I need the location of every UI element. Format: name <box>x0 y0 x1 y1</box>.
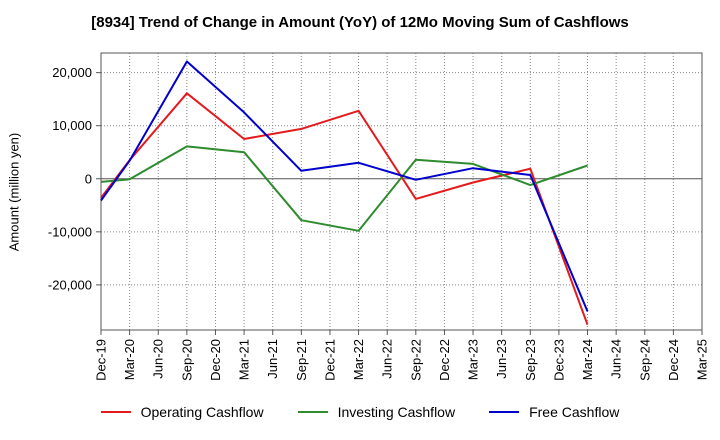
x-tick-label: Jun-21 <box>265 339 280 379</box>
y-tick-label: 0 <box>85 171 92 186</box>
legend-label-free: Free Cashflow <box>529 404 620 420</box>
x-tick-label: Jun-24 <box>609 339 624 379</box>
x-tick-label: Jun-22 <box>380 339 395 379</box>
x-tick-label: Dec-23 <box>551 339 566 381</box>
x-tick-label: Mar-20 <box>122 339 137 380</box>
x-tick-label: Sep-22 <box>408 339 423 381</box>
x-tick-label: Dec-21 <box>322 339 337 381</box>
y-tick-label: -20,000 <box>48 277 92 292</box>
legend-swatch-operating <box>100 411 131 413</box>
plot-frame <box>100 52 703 331</box>
x-tick-label: Mar-21 <box>237 339 252 380</box>
chart-title: [8934] Trend of Change in Amount (YoY) o… <box>91 14 629 31</box>
x-tick-label: Mar-23 <box>466 339 481 380</box>
x-tick-label: Mar-24 <box>580 339 595 380</box>
legend-item-operating: Operating Cashflow <box>100 404 264 420</box>
x-tick-label: Mar-25 <box>695 339 710 380</box>
series-line-investing <box>100 145 588 232</box>
y-tick-label: 20,000 <box>52 65 92 80</box>
x-tick-label: Dec-19 <box>94 339 109 381</box>
x-tick-label: Jun-23 <box>494 339 509 379</box>
x-tick-label: Sep-24 <box>637 339 652 381</box>
x-tick-label: Sep-21 <box>294 339 309 381</box>
y-tick-label: 10,000 <box>52 118 92 133</box>
x-tick-label: Dec-22 <box>437 339 452 381</box>
legend-label-operating: Operating Cashflow <box>140 404 264 420</box>
legend-item-free: Free Cashflow <box>489 404 619 420</box>
x-tick-label: Sep-20 <box>179 339 194 381</box>
x-tick-label: Dec-24 <box>666 339 681 381</box>
x-tick-label: Sep-23 <box>523 339 538 381</box>
series-line-operating <box>100 92 589 326</box>
legend-swatch-investing <box>297 411 328 413</box>
series-line-free <box>100 60 589 312</box>
y-tick-label: -10,000 <box>48 224 92 239</box>
line-chart: 20,000 10,000 0 -10,000 -20,000 Dec-19 Mar-20 J… <box>48 52 710 381</box>
x-tick-label: Dec-20 <box>208 339 223 381</box>
legend: Operating Cashflow Investing Cashflow Fr… <box>0 404 720 420</box>
x-tick-label: Mar-22 <box>351 339 366 380</box>
legend-label-investing: Investing Cashflow <box>337 404 456 420</box>
x-tick-label: Jun-20 <box>151 339 166 379</box>
legend-item-investing: Investing Cashflow <box>297 404 456 420</box>
legend-swatch-free <box>489 411 520 413</box>
